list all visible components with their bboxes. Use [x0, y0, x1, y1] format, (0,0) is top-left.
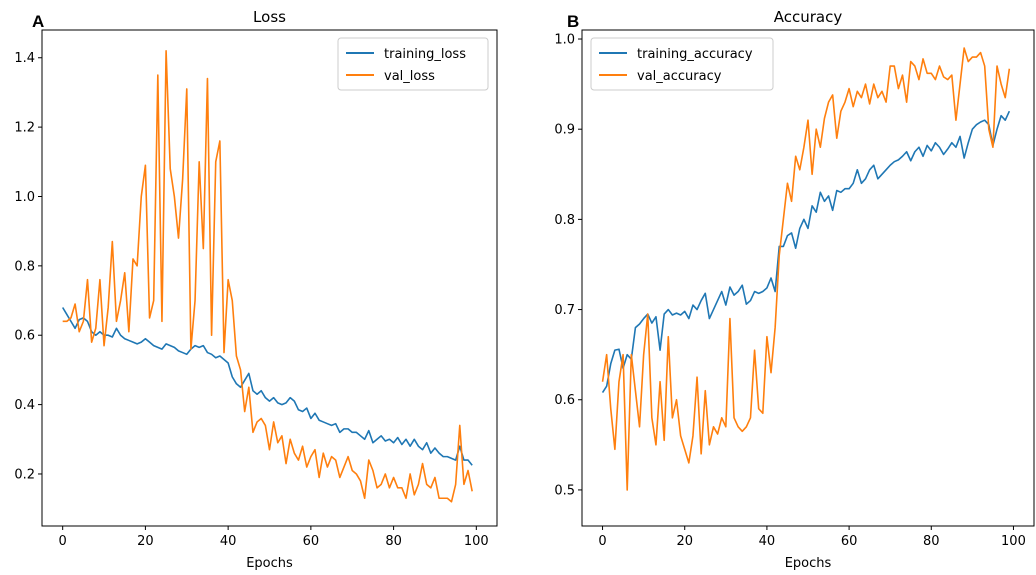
- chart2-y-tick-label: 0.5: [554, 483, 575, 498]
- chart1-title: Loss: [253, 8, 286, 26]
- chart2-x-tick-label: 60: [841, 534, 858, 549]
- chart1-y-tick-label: 0.8: [14, 259, 35, 274]
- chart1-x-axis-label: Epochs: [246, 556, 293, 571]
- chart1-x-tick-label: 0: [59, 534, 67, 549]
- chart1-y-tick-label: 0.2: [14, 467, 35, 482]
- chart2-legend-label-training_accuracy: training_accuracy: [637, 47, 753, 62]
- chart1-y-tick-label: 1.4: [14, 51, 35, 66]
- chart1-legend-label-training_loss: training_loss: [384, 47, 466, 62]
- chart1-x-tick-label: 40: [220, 534, 237, 549]
- chart2-legend-box: [590, 37, 774, 91]
- chart1-x-tick-label: 60: [303, 534, 320, 549]
- panel-label-a: A: [32, 12, 45, 31]
- chart2-y-tick-label: 0.8: [554, 213, 575, 228]
- chart2-x-tick-label: 100: [1001, 534, 1026, 549]
- chart2-y-tick-label: 0.6: [554, 393, 575, 408]
- chart2-series-val_accuracy-line: [601, 47, 1011, 491]
- chart2-x-axis-label: Epochs: [785, 556, 832, 571]
- chart2-title: Accuracy: [774, 8, 843, 26]
- chart2-legend: training_accuracy val_accuracy: [590, 37, 774, 91]
- chart1-y-tick-label: 1.0: [14, 190, 35, 205]
- chart2-x-tick-label: 40: [759, 534, 776, 549]
- chart2: Accuracy 0 20 40 60 80 100 0.5 0.6 0.7 0.8 0.9 1.0 Ep…: [554, 8, 1035, 571]
- chart2-y-tick-label: 1.0: [554, 33, 575, 48]
- chart2-series-training_accuracy-line: [601, 110, 1011, 393]
- panel-label-b: B: [567, 12, 580, 31]
- chart1-legend-box: [337, 37, 489, 91]
- chart1-y-tick-label: 1.2: [14, 121, 35, 136]
- chart1-y-tick-label: 0.4: [14, 398, 35, 413]
- chart2-legend-label-val_accuracy: val_accuracy: [637, 69, 722, 84]
- chart1-legend-label-val_loss: val_loss: [384, 69, 435, 84]
- chart1: Loss 0 20 40 60 80 100 0.2 0.4 0.6 0.8 1.0 1.2 1.4 Epo…: [14, 8, 498, 571]
- chart1-x-tick-label: 100: [464, 534, 489, 549]
- chart2-y-tick-label: 0.7: [554, 303, 575, 318]
- chart1-plot-frame: [41, 29, 498, 527]
- chart2-x-tick-label: 80: [923, 534, 940, 549]
- chart2-y-tick-label: 0.9: [554, 123, 575, 138]
- chart1-series-training_loss-line: [61, 307, 473, 466]
- chart1-x-tick-label: 20: [137, 534, 154, 549]
- chart2-plot-frame: [581, 29, 1035, 527]
- chart1-legend: training_loss val_loss: [337, 37, 489, 91]
- chart2-x-tick-label: 20: [676, 534, 693, 549]
- chart1-series-val_loss-line: [62, 50, 473, 503]
- chart2-x-tick-label: 0: [598, 534, 606, 549]
- chart1-x-tick-label: 80: [385, 534, 402, 549]
- chart1-y-tick-label: 0.6: [14, 329, 35, 344]
